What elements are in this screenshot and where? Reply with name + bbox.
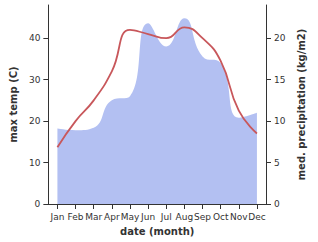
- svg-text:Jun: Jun: [140, 212, 155, 222]
- svg-text:Jul: Jul: [160, 212, 172, 222]
- svg-text:Sep: Sep: [194, 212, 211, 222]
- svg-text:max temp (C): max temp (C): [8, 66, 19, 142]
- svg-text:Oct: Oct: [213, 212, 229, 222]
- svg-text:20: 20: [29, 116, 41, 126]
- svg-text:5: 5: [274, 158, 280, 168]
- svg-text:Nov: Nov: [230, 212, 248, 222]
- svg-text:date (month): date (month): [120, 226, 194, 237]
- svg-text:10: 10: [29, 158, 41, 168]
- svg-text:Aug: Aug: [176, 212, 194, 222]
- svg-text:med. precipitation (kg/m2): med. precipitation (kg/m2): [296, 29, 307, 181]
- svg-text:30: 30: [29, 75, 41, 85]
- svg-text:40: 40: [29, 33, 41, 43]
- svg-text:May: May: [121, 212, 140, 222]
- svg-text:0: 0: [274, 199, 280, 209]
- svg-text:Jan: Jan: [49, 212, 64, 222]
- svg-text:Apr: Apr: [104, 212, 120, 222]
- svg-text:Dec: Dec: [248, 212, 265, 222]
- svg-text:20: 20: [274, 33, 286, 43]
- svg-text:Mar: Mar: [85, 212, 102, 222]
- svg-text:10: 10: [274, 116, 286, 126]
- svg-text:Feb: Feb: [68, 212, 84, 222]
- svg-text:15: 15: [274, 75, 285, 85]
- svg-text:0: 0: [35, 199, 41, 209]
